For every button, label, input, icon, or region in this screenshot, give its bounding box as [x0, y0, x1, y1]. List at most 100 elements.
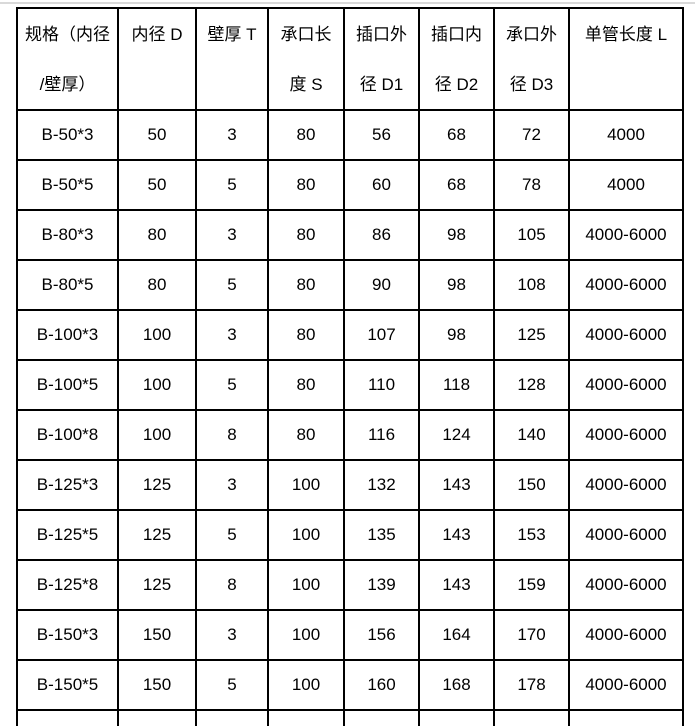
table-row: B-125*5 125 5 100 135 143 153 4000-6000	[16, 509, 684, 561]
page-top-rule	[0, 2, 695, 4]
cell-s: 80	[267, 209, 345, 261]
cell-d: 50	[117, 159, 197, 211]
cell-d-empty	[117, 709, 197, 726]
cell-l: 4000-6000	[568, 309, 684, 361]
cell-d2: 98	[418, 309, 495, 361]
column-header-spec-line2: /壁厚）	[39, 75, 96, 94]
cell-spec: B-50*5	[16, 159, 119, 211]
cell-d2: 143	[418, 459, 495, 511]
cell-spec: B-150*5	[16, 659, 119, 711]
cell-l: 4000-6000	[568, 609, 684, 661]
table-row: B-125*8 125 8 100 139 143 159 4000-6000	[16, 559, 684, 611]
table-row: B-100*5 100 5 80 110 118 128 4000-6000	[16, 359, 684, 411]
cell-d2-empty	[418, 709, 495, 726]
cell-d2: 168	[418, 659, 495, 711]
cell-d3: 78	[493, 159, 570, 211]
table-row: B-50*3 50 3 80 56 68 72 4000	[16, 109, 684, 161]
cell-t: 3	[195, 609, 269, 661]
cell-spec: B-100*8	[16, 409, 119, 461]
cell-d3: 140	[493, 409, 570, 461]
cell-spec: B-100*5	[16, 359, 119, 411]
cell-d3: 128	[493, 359, 570, 411]
cell-d2: 143	[418, 559, 495, 611]
cell-l: 4000-6000	[568, 359, 684, 411]
cell-s: 80	[267, 309, 345, 361]
column-header-l-line1: 单管长度 L	[584, 25, 668, 44]
cell-l: 4000-6000	[568, 209, 684, 261]
cell-d1: 56	[343, 109, 420, 161]
cell-t: 3	[195, 109, 269, 161]
column-header-d-line2	[120, 59, 194, 108]
table-row: B-125*3 125 3 100 132 143 150 4000-6000	[16, 459, 684, 511]
cell-l: 4000-6000	[568, 259, 684, 311]
cell-l-empty	[568, 709, 684, 726]
cell-d3: 125	[493, 309, 570, 361]
cell-spec: B-150*3	[16, 609, 119, 661]
cell-d: 150	[117, 609, 197, 661]
column-header-spec: 规格（内径/壁厚）	[16, 7, 119, 111]
cell-d2: 164	[418, 609, 495, 661]
cell-d1: 156	[343, 609, 420, 661]
cell-d2: 98	[418, 209, 495, 261]
column-header-t: 壁厚 T	[195, 7, 269, 111]
cell-d: 50	[117, 109, 197, 161]
cell-d1-empty	[343, 709, 420, 726]
cell-t: 3	[195, 309, 269, 361]
cell-l: 4000-6000	[568, 509, 684, 561]
cell-s: 100	[267, 509, 345, 561]
cell-l: 4000	[568, 159, 684, 211]
table-row: B-50*5 50 5 80 60 68 78 4000	[16, 159, 684, 211]
cell-d1: 107	[343, 309, 420, 361]
cell-d1: 86	[343, 209, 420, 261]
cell-d3: 105	[493, 209, 570, 261]
cell-spec: B-125*8	[16, 559, 119, 611]
cell-d2: 68	[418, 159, 495, 211]
cell-d2: 118	[418, 359, 495, 411]
column-header-d3-line1: 承口外	[506, 25, 557, 44]
cell-s: 80	[267, 409, 345, 461]
cell-d1: 110	[343, 359, 420, 411]
cell-l: 4000-6000	[568, 559, 684, 611]
cell-l: 4000-6000	[568, 409, 684, 461]
cell-d2: 68	[418, 109, 495, 161]
table-row: B-100*3 100 3 80 107 98 125 4000-6000	[16, 309, 684, 361]
cell-t: 5	[195, 259, 269, 311]
column-header-s: 承口长度 S	[267, 7, 345, 111]
column-header-d1: 插口外径 D1	[343, 7, 420, 111]
cell-d1: 116	[343, 409, 420, 461]
cell-spec: B-80*3	[16, 209, 119, 261]
table-body: B-50*3 50 3 80 56 68 72 4000 B-50*5 50 5 80 60 68 78 40…	[16, 109, 684, 726]
cell-d: 125	[117, 559, 197, 611]
cell-spec: B-50*3	[16, 109, 119, 161]
column-header-d2-line2: 径 D2	[434, 75, 479, 94]
cell-t: 5	[195, 359, 269, 411]
cell-d3: 178	[493, 659, 570, 711]
cell-d: 80	[117, 209, 197, 261]
column-header-t-line2	[198, 59, 266, 108]
cell-spec: B-125*3	[16, 459, 119, 511]
table-header: 规格（内径/壁厚） 内径 D 壁厚 T 承口长度 S 插口外径 D1 插口内径 D2 承口外…	[16, 7, 684, 111]
table-row: B-80*5 80 5 80 90 98 108 4000-6000	[16, 259, 684, 311]
column-header-d1-line2: 径 D1	[359, 75, 404, 94]
table-row: B-100*8 100 8 80 116 124 140 4000-6000	[16, 409, 684, 461]
cell-s: 80	[267, 109, 345, 161]
cell-d1: 60	[343, 159, 420, 211]
cell-s: 80	[267, 259, 345, 311]
column-header-d-line1: 内径 D	[131, 25, 183, 44]
column-header-d: 内径 D	[117, 7, 197, 111]
cell-t: 3	[195, 209, 269, 261]
column-header-d3-line2: 径 D3	[509, 75, 554, 94]
cell-spec: B-80*5	[16, 259, 119, 311]
table-row: B-80*3 80 3 80 86 98 105 4000-6000	[16, 209, 684, 261]
cell-d: 125	[117, 459, 197, 511]
cell-d3: 72	[493, 109, 570, 161]
cell-d: 80	[117, 259, 197, 311]
column-header-d2-line1: 插口内	[431, 25, 482, 44]
cell-t: 5	[195, 659, 269, 711]
cell-d: 100	[117, 409, 197, 461]
column-header-d2: 插口内径 D2	[418, 7, 495, 111]
cell-t: 3	[195, 459, 269, 511]
cell-t-empty	[195, 709, 269, 726]
cell-t: 5	[195, 509, 269, 561]
